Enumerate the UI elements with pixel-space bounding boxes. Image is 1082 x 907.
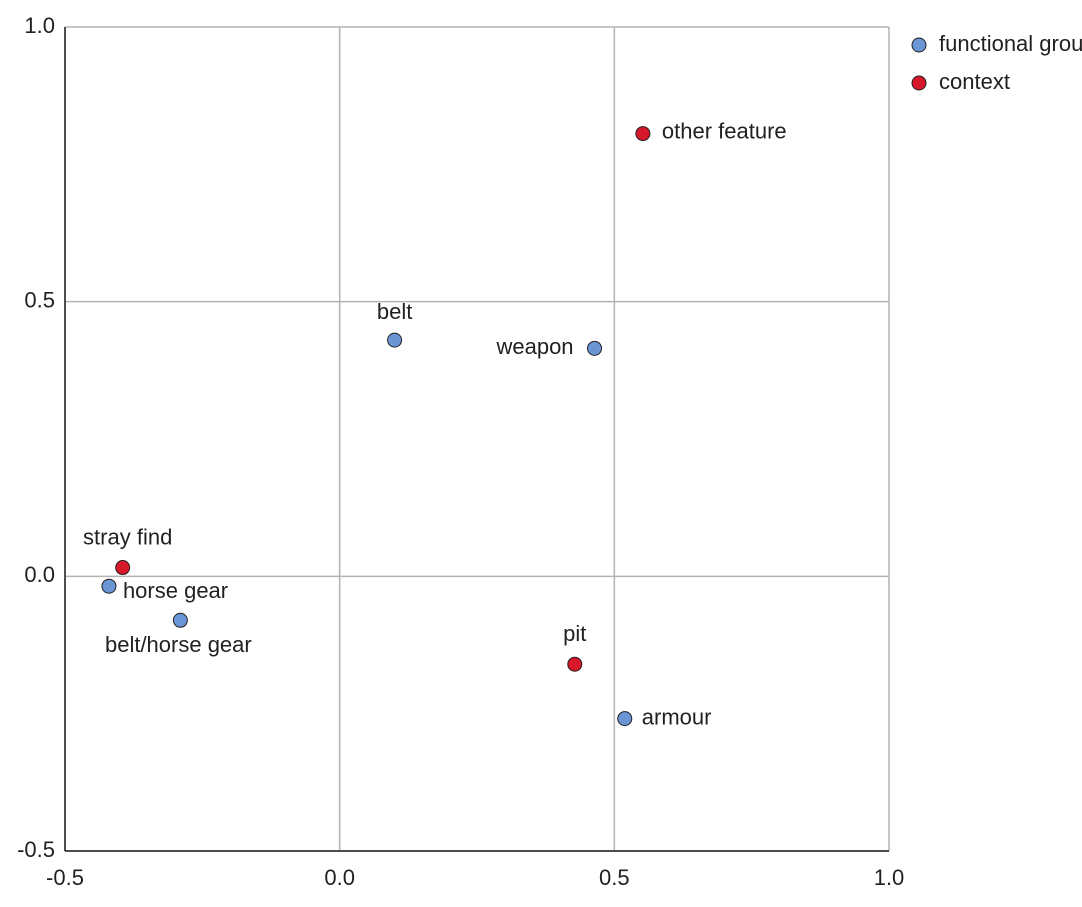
point [635,126,651,142]
point [587,340,603,356]
point-label: belt [377,299,412,324]
point [567,656,583,672]
y-tick-label: 0.5 [24,287,55,312]
y-tick-label: 1.0 [24,13,55,38]
y-tick-label: -0.5 [17,837,55,862]
point [617,711,633,727]
x-tick-label: 1.0 [874,865,905,890]
x-tick-label: 0.0 [324,865,355,890]
legend-marker [911,37,927,53]
point-label: stray find [83,524,172,549]
legend-label: context [939,69,1010,94]
point [115,560,131,576]
point-label: armour [642,704,712,729]
point [101,578,117,594]
x-tick-label: 0.5 [599,865,630,890]
point-label: weapon [495,334,573,359]
point [172,612,188,628]
x-tick-label: -0.5 [46,865,84,890]
legend-label: functional group [939,31,1082,56]
point-label: other feature [662,118,787,143]
point-label: belt/horse gear [105,632,252,657]
y-tick-label: 0.0 [24,562,55,587]
point [387,332,403,348]
legend-marker [911,75,927,91]
point-label: pit [563,621,586,646]
point-label: horse gear [123,578,228,603]
